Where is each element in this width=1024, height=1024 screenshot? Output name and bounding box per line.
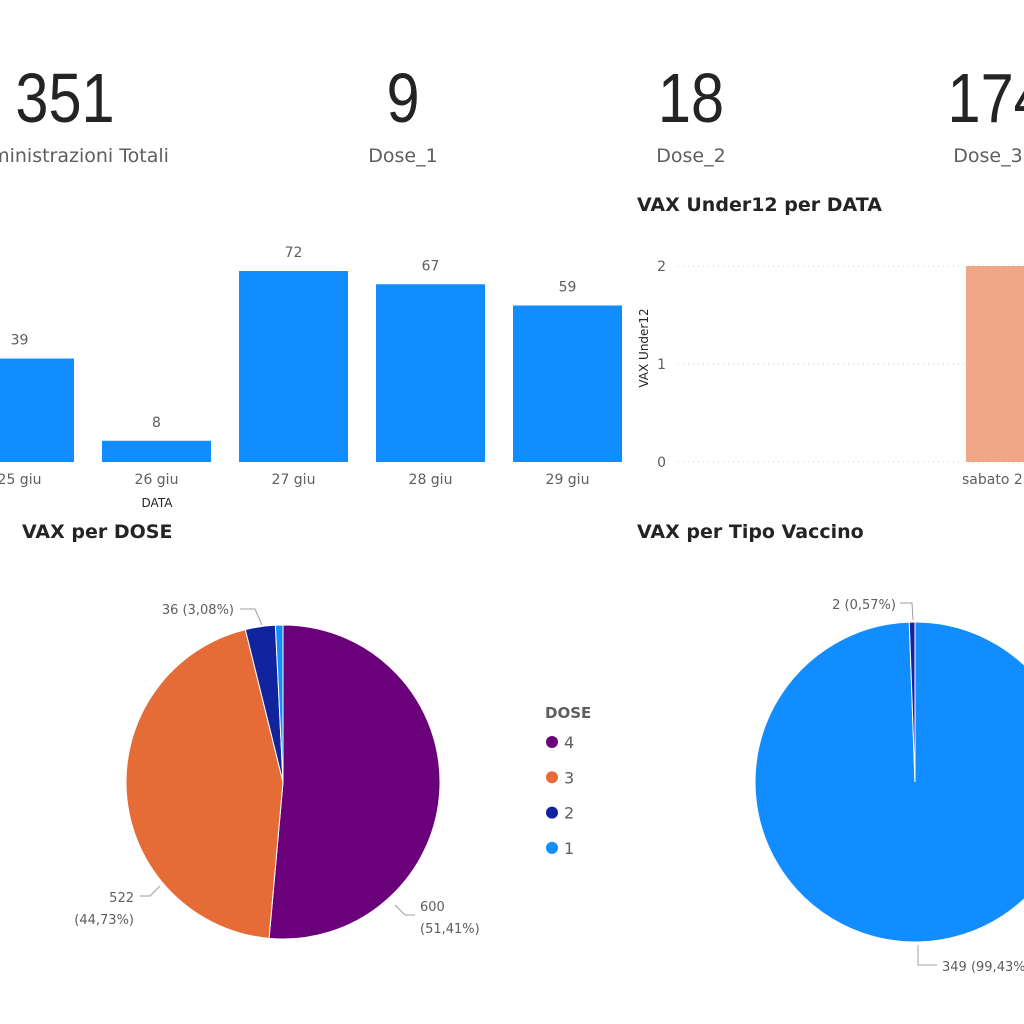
dose-pie-slice xyxy=(125,628,284,939)
x-tick-label: 28 giu xyxy=(409,472,453,488)
pie-data-label: 522 xyxy=(109,891,134,906)
bar-28-giu xyxy=(376,284,485,462)
kpi-dose2-label: Dose_2 xyxy=(656,145,726,167)
legend-item: 3 xyxy=(564,768,574,787)
pie-data-label-pct: (51,41%) xyxy=(420,922,480,937)
legend-item: 2 xyxy=(564,804,574,823)
y-tick-label: 1 xyxy=(657,357,666,373)
bar-data-label: 8 xyxy=(152,415,161,431)
vaccine-pie-slice xyxy=(908,621,916,783)
kpi-total-value: 351 xyxy=(15,59,115,137)
y-tick-label: 2 xyxy=(657,259,666,275)
pie-data-label-pct: (44,73%) xyxy=(74,913,134,928)
kpi-dose1-label: Dose_1 xyxy=(368,145,438,167)
bar-29-giu xyxy=(513,305,622,462)
kpi-dose2-value: 18 xyxy=(657,59,725,137)
legend-item: 1 xyxy=(564,839,574,858)
x-tick-label: 29 giu xyxy=(546,472,590,488)
x-tick-label: sabato 2 xyxy=(962,472,1023,488)
x-tick-label: 26 giu xyxy=(135,472,179,488)
leader-line xyxy=(240,608,263,626)
bar-26-giu xyxy=(102,440,211,462)
x-axis-title: DATA xyxy=(142,496,174,510)
legend-marker-3 xyxy=(546,771,558,784)
kpi-dose3-label: Dose_3 xyxy=(953,145,1023,167)
x-tick-label: 27 giu xyxy=(272,472,316,488)
leader-line xyxy=(394,904,415,916)
bar-27-giu xyxy=(239,271,348,462)
bar-data-label: 67 xyxy=(422,258,440,274)
legend-title: DOSE xyxy=(545,704,591,722)
dose-pie-slice xyxy=(268,624,441,940)
kpi-dose3-value: 174 xyxy=(947,59,1024,137)
bar-25-giu xyxy=(0,358,74,462)
vaccine-pie-slice xyxy=(754,621,1024,943)
y-tick-label: 0 xyxy=(657,455,666,471)
bar-data-label: 59 xyxy=(559,279,577,295)
legend-marker-4 xyxy=(546,736,558,748)
dose-pie-slice xyxy=(274,624,284,783)
under12-chart-title: VAX Under12 per DATA xyxy=(637,194,882,216)
dose-pie-title: VAX per DOSE xyxy=(22,521,173,543)
leader-line xyxy=(140,885,161,897)
legend-item: 4 xyxy=(564,733,574,752)
kpi-total-label: ministrazioni Totali xyxy=(0,145,169,167)
pie-data-label: 600 xyxy=(420,900,445,915)
bar-data-label: 72 xyxy=(285,245,303,261)
kpi-dose1-value: 9 xyxy=(386,59,420,137)
pie-data-label: 2 (0,57%) xyxy=(832,598,896,613)
bar-data-label: 39 xyxy=(11,333,29,349)
bar-under12 xyxy=(966,266,1024,462)
leader-line xyxy=(917,945,937,966)
leader-line xyxy=(900,602,914,621)
legend-marker-2 xyxy=(546,806,558,819)
vaccine-pie-title: VAX per Tipo Vaccino xyxy=(637,521,864,543)
x-tick-label: 25 giu xyxy=(0,472,41,488)
pie-data-label: 349 (99,43%) xyxy=(942,960,1024,975)
y-axis-title: VAX Under12 xyxy=(637,308,651,387)
pie-data-label: 36 (3,08%) xyxy=(162,603,234,618)
legend-marker-1 xyxy=(546,841,558,854)
